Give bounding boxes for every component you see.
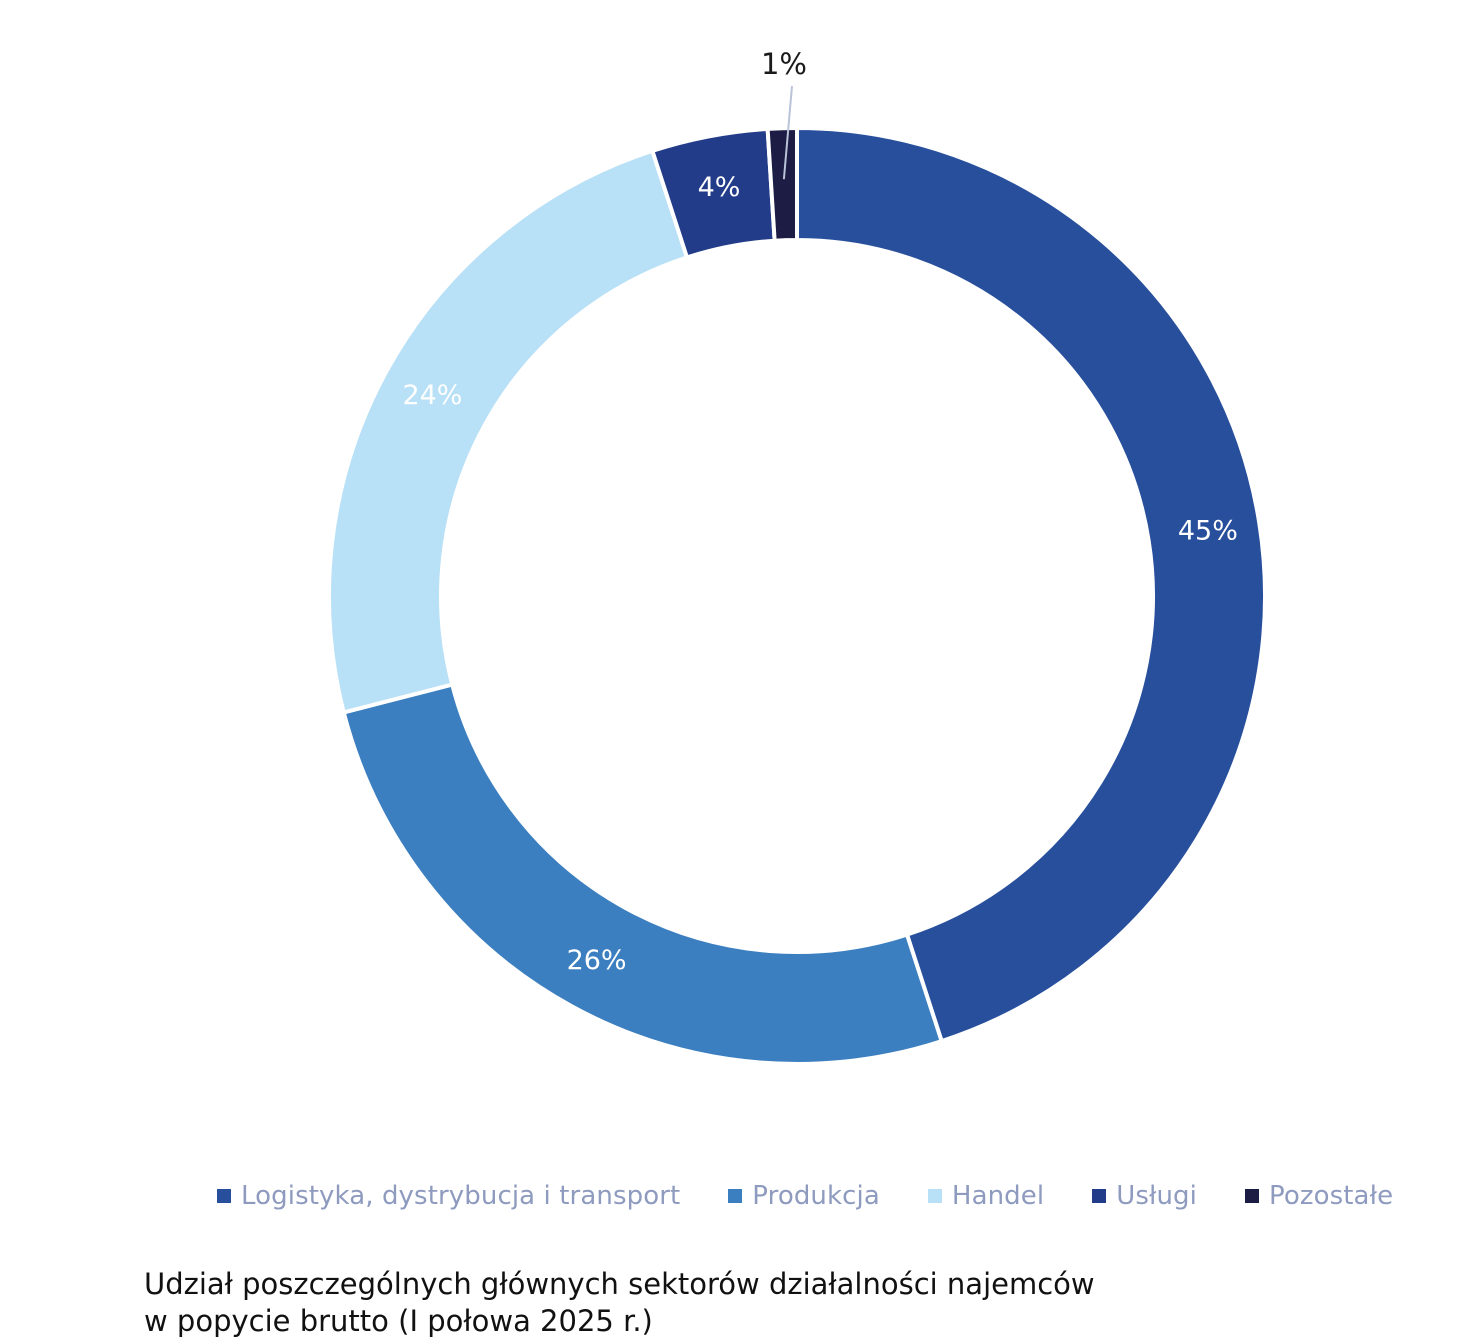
slice-handel xyxy=(327,148,690,715)
legend-item-produkcja: Produkcja xyxy=(728,1181,880,1211)
data-label-handel: 24% xyxy=(402,380,462,411)
legend-label: Logistyka, dystrybucja i transport xyxy=(241,1181,681,1211)
legend-label: Handel xyxy=(951,1181,1045,1211)
legend-item-uslugi: Usługi xyxy=(1092,1181,1197,1211)
legend-swatch xyxy=(1092,1189,1107,1203)
legend-item-pozostale: Pozostałe xyxy=(1245,1181,1393,1211)
data-label-pozostale: 1% xyxy=(761,47,807,81)
caption-line-2: w popycie brutto (I połowa 2025 r.) xyxy=(144,1304,653,1338)
legend-swatch xyxy=(217,1189,231,1203)
chart-caption: Udział poszczególnych głównych sektorów … xyxy=(144,1266,1344,1340)
data-label-logistyka-dystrybucja-i-transport: 45% xyxy=(1178,515,1238,546)
legend-swatch xyxy=(927,1189,942,1203)
data-label-uslugi: 4% xyxy=(698,172,741,203)
slice-logistyka-dystrybucja-i-transport xyxy=(795,125,1267,1044)
legend-label: Produkcja xyxy=(752,1181,880,1211)
legend-swatch xyxy=(1245,1189,1259,1203)
legend-item-handel: Handel xyxy=(927,1181,1045,1211)
donut-slices xyxy=(327,125,1267,1066)
data-label-produkcja: 26% xyxy=(567,945,627,976)
legend-item-logistyka-dystrybucja-i-transport: Logistyka, dystrybucja i transport xyxy=(217,1181,680,1211)
donut-chart: 45% 26% 24% 4% 1% xyxy=(327,47,1267,1066)
donut-labels: 45% 26% 24% 4% 1% xyxy=(402,47,1237,976)
chart-legend: Logistyka, dystrybucja i transport Produk… xyxy=(217,1176,1393,1216)
caption-line-1: Udział poszczególnych głównych sektorów … xyxy=(144,1267,1095,1301)
legend-label: Usługi xyxy=(1116,1181,1197,1211)
slice-pozostale xyxy=(765,125,799,243)
slice-produkcja xyxy=(341,682,945,1066)
leader-line-pozostale xyxy=(782,85,793,180)
legend-swatch xyxy=(728,1189,743,1203)
legend-label: Pozostałe xyxy=(1269,1181,1394,1211)
